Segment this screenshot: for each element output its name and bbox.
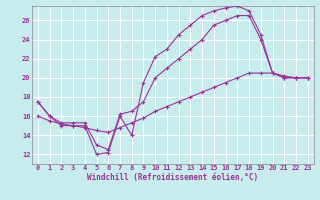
X-axis label: Windchill (Refroidissement éolien,°C): Windchill (Refroidissement éolien,°C) (87, 173, 258, 182)
